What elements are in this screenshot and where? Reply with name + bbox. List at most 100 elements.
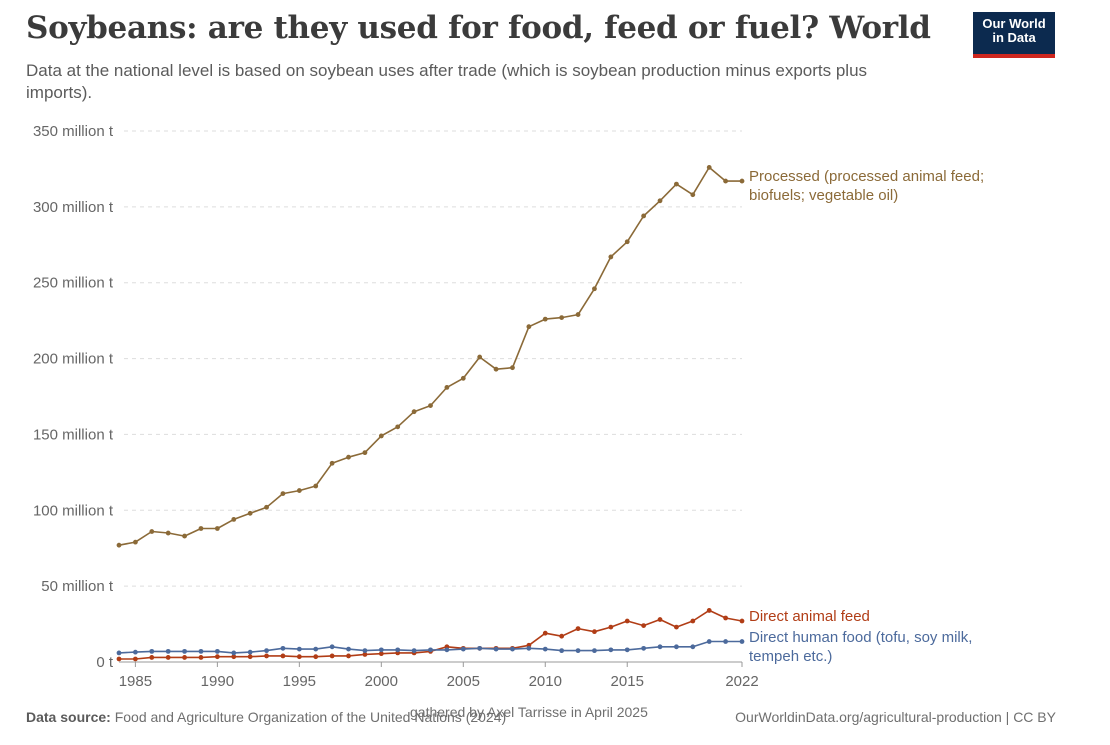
data-point xyxy=(608,647,614,653)
data-point xyxy=(264,504,269,510)
data-point xyxy=(296,488,302,493)
x-tick-label: 1985 xyxy=(119,673,152,690)
source-text: Food and Agriculture Organization of the… xyxy=(114,709,507,725)
data-point xyxy=(723,615,729,621)
data-point xyxy=(510,646,515,652)
data-point xyxy=(690,644,696,650)
data-point xyxy=(608,624,614,630)
data-point xyxy=(477,354,483,360)
data-point xyxy=(444,384,450,390)
data-point xyxy=(280,491,286,496)
data-point xyxy=(575,626,581,632)
data-point xyxy=(346,646,351,652)
data-point xyxy=(739,178,745,184)
y-tick-label: 150 million t xyxy=(33,426,114,443)
chart-subtitle: Data at the national level is based on s… xyxy=(26,61,868,102)
data-point xyxy=(559,633,565,639)
y-tick-label: 0 t xyxy=(96,654,114,671)
data-point xyxy=(362,450,368,456)
data-point xyxy=(542,316,548,322)
data-point xyxy=(247,649,253,655)
data-point xyxy=(378,647,384,653)
x-tick-label: 2000 xyxy=(365,673,398,690)
url-license[interactable]: OurWorldinData.org/agricultural-producti… xyxy=(735,709,1056,725)
x-tick-label: 2015 xyxy=(611,673,644,690)
data-point xyxy=(214,648,220,654)
data-point xyxy=(132,656,138,662)
x-tick-label: 1990 xyxy=(201,673,234,690)
data-point xyxy=(165,655,171,660)
data-point xyxy=(247,654,253,660)
grid-lines xyxy=(124,130,742,587)
series-lines xyxy=(116,165,745,662)
data-point xyxy=(690,192,696,198)
y-tick-label: 300 million t xyxy=(33,199,114,216)
data-point xyxy=(657,617,663,622)
data-point xyxy=(132,539,138,545)
data-point xyxy=(739,618,745,624)
data-point xyxy=(264,648,269,654)
x-tick-label: 2022 xyxy=(725,673,758,690)
data-point xyxy=(411,648,417,654)
line-chart: 0 t 50 million t 100 million t 150 million … xyxy=(33,123,984,690)
data-point xyxy=(706,639,712,644)
data-point xyxy=(149,648,155,654)
logo-line-1: Our World xyxy=(982,16,1046,31)
data-point xyxy=(460,646,466,652)
x-tick-label: 1995 xyxy=(283,673,316,690)
data-point xyxy=(214,526,220,531)
series-labels: Processed (processed animal feed; biofuel… xyxy=(749,168,984,665)
data-point xyxy=(116,656,122,662)
series-label: Direct human food (tofu, soy milk, tempeh… xyxy=(749,629,972,665)
chart-title: Soybeans: are they used for food, feed o… xyxy=(26,10,931,46)
data-point xyxy=(231,516,237,522)
data-point xyxy=(395,424,401,430)
data-point xyxy=(657,644,663,650)
data-point xyxy=(510,365,515,371)
data-point xyxy=(641,645,647,651)
y-tick-label: 100 million t xyxy=(33,502,114,519)
data-point xyxy=(116,542,122,548)
data-point xyxy=(264,653,269,659)
owid-logo[interactable]: Our World in Data xyxy=(973,12,1055,58)
data-point xyxy=(477,645,483,651)
data-point xyxy=(165,648,171,654)
x-axis: 1985 1990 1995 2000 2005 2010 2015 2022 xyxy=(119,661,759,690)
data-point xyxy=(329,653,335,659)
data-point xyxy=(182,655,187,660)
data-point xyxy=(723,178,729,184)
y-tick-label: 350 million t xyxy=(33,123,114,140)
data-point xyxy=(231,654,237,660)
data-point xyxy=(313,483,319,489)
data-point xyxy=(428,403,433,409)
data-point xyxy=(526,645,532,651)
y-tick-label: 200 million t xyxy=(33,351,114,368)
data-point xyxy=(674,624,679,630)
data-point xyxy=(378,433,384,439)
data-point xyxy=(346,653,351,659)
data-point xyxy=(214,654,220,660)
data-point xyxy=(132,649,138,655)
data-point xyxy=(198,655,204,660)
data-point xyxy=(575,312,581,317)
data-point xyxy=(592,286,597,292)
data-point xyxy=(280,645,286,651)
data-point xyxy=(313,646,319,652)
y-tick-label: 250 million t xyxy=(33,275,114,292)
data-point xyxy=(198,648,204,654)
data-point xyxy=(493,366,499,372)
data-point xyxy=(542,646,548,652)
data-point xyxy=(624,239,630,245)
data-point xyxy=(428,647,433,653)
data-point xyxy=(674,644,679,650)
data-point xyxy=(149,529,155,534)
x-tick-label: 2005 xyxy=(447,673,480,690)
data-point xyxy=(559,315,565,321)
data-point xyxy=(706,608,712,613)
data-point xyxy=(247,510,253,516)
data-point xyxy=(182,648,187,654)
gathered-note: gathered by Axel Tarrisse in April 2025 xyxy=(410,704,648,720)
data-point xyxy=(526,324,532,330)
logo-line-2: in Data xyxy=(992,30,1036,45)
data-point xyxy=(674,181,679,187)
